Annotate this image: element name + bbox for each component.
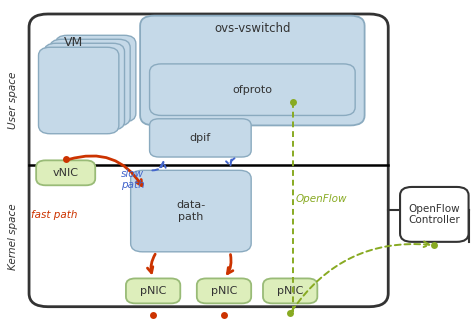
- Text: Kernel space: Kernel space: [8, 203, 18, 270]
- FancyBboxPatch shape: [140, 16, 365, 126]
- FancyBboxPatch shape: [400, 187, 469, 242]
- FancyBboxPatch shape: [126, 279, 180, 303]
- Text: vNIC: vNIC: [53, 168, 79, 178]
- Text: User space: User space: [8, 72, 18, 129]
- Text: pNIC: pNIC: [211, 286, 237, 296]
- Text: pNIC: pNIC: [140, 286, 166, 296]
- FancyBboxPatch shape: [38, 47, 119, 134]
- Text: dpif: dpif: [190, 133, 211, 143]
- Text: fast path: fast path: [31, 210, 78, 220]
- Text: VM: VM: [64, 36, 83, 49]
- FancyBboxPatch shape: [50, 39, 130, 126]
- FancyBboxPatch shape: [263, 279, 318, 303]
- FancyBboxPatch shape: [44, 43, 125, 130]
- FancyBboxPatch shape: [197, 279, 251, 303]
- FancyBboxPatch shape: [36, 160, 95, 185]
- FancyBboxPatch shape: [131, 170, 251, 252]
- Text: data-
path: data- path: [176, 200, 206, 222]
- Text: ofproto: ofproto: [232, 85, 273, 95]
- Text: pNIC: pNIC: [277, 286, 303, 296]
- Text: ovs-vswitchd: ovs-vswitchd: [214, 22, 291, 35]
- Text: OpenFlow
Controller: OpenFlow Controller: [409, 204, 460, 225]
- FancyBboxPatch shape: [150, 119, 251, 157]
- FancyBboxPatch shape: [150, 64, 355, 116]
- Text: slow
path: slow path: [121, 169, 145, 190]
- Text: OpenFlow: OpenFlow: [296, 194, 347, 204]
- FancyBboxPatch shape: [55, 35, 136, 122]
